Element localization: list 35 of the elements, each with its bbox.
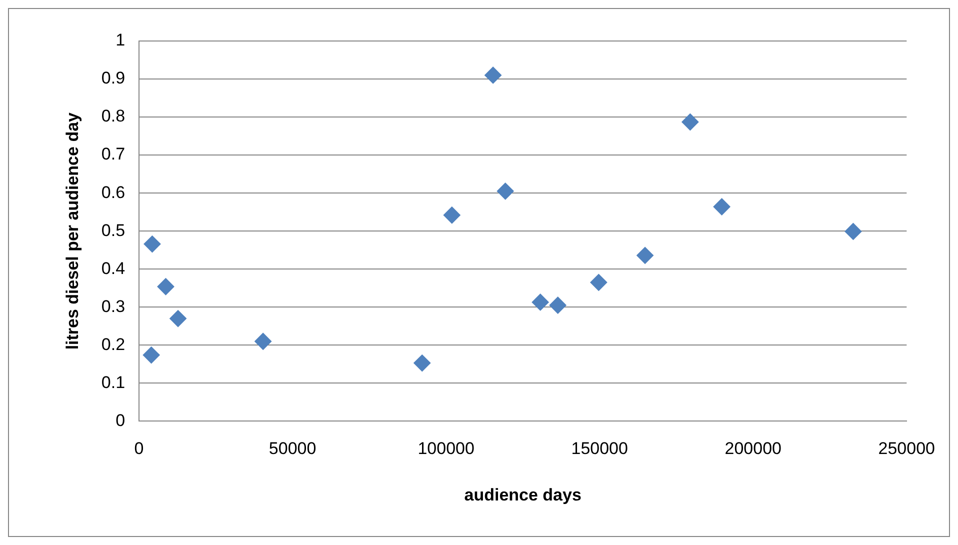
point	[532, 294, 549, 311]
y-tick-label: 0.3	[101, 296, 126, 316]
y-tick-label: 0	[116, 410, 126, 430]
point	[590, 274, 608, 291]
point	[682, 113, 699, 130]
x-tick-label: 0	[134, 439, 144, 458]
x-tick-label: 100000	[418, 439, 474, 458]
point	[713, 198, 730, 216]
y-tick-label: 0.9	[101, 68, 126, 88]
point	[144, 236, 161, 253]
point	[549, 296, 566, 314]
y-tick-label: 0.1	[101, 372, 126, 392]
point	[636, 246, 654, 264]
point	[484, 66, 502, 84]
point	[496, 182, 514, 200]
y-tick-label: 0.6	[101, 182, 126, 202]
x-tick-label: 200000	[724, 439, 782, 458]
point	[254, 332, 272, 350]
point	[414, 354, 431, 372]
x-tick-label: 150000	[571, 439, 628, 458]
y-tick-label: 0.2	[101, 334, 126, 354]
y-tick-label: 1	[116, 30, 126, 50]
y-tick-label: 0.4	[101, 258, 126, 278]
point	[844, 222, 862, 240]
y-tick-label: 0.7	[101, 144, 126, 164]
point	[157, 278, 174, 296]
y-tick-label: 0.8	[101, 106, 126, 126]
y-tick-label: 0.5	[101, 220, 126, 240]
x-axis-title: audience days	[464, 485, 582, 504]
x-tick-label: 250000	[878, 439, 936, 458]
x-tick-label: 50000	[268, 439, 316, 458]
point	[142, 346, 160, 364]
point	[170, 310, 187, 328]
point	[443, 206, 460, 224]
y-axis-title: litres diesel per audience day	[62, 112, 82, 350]
